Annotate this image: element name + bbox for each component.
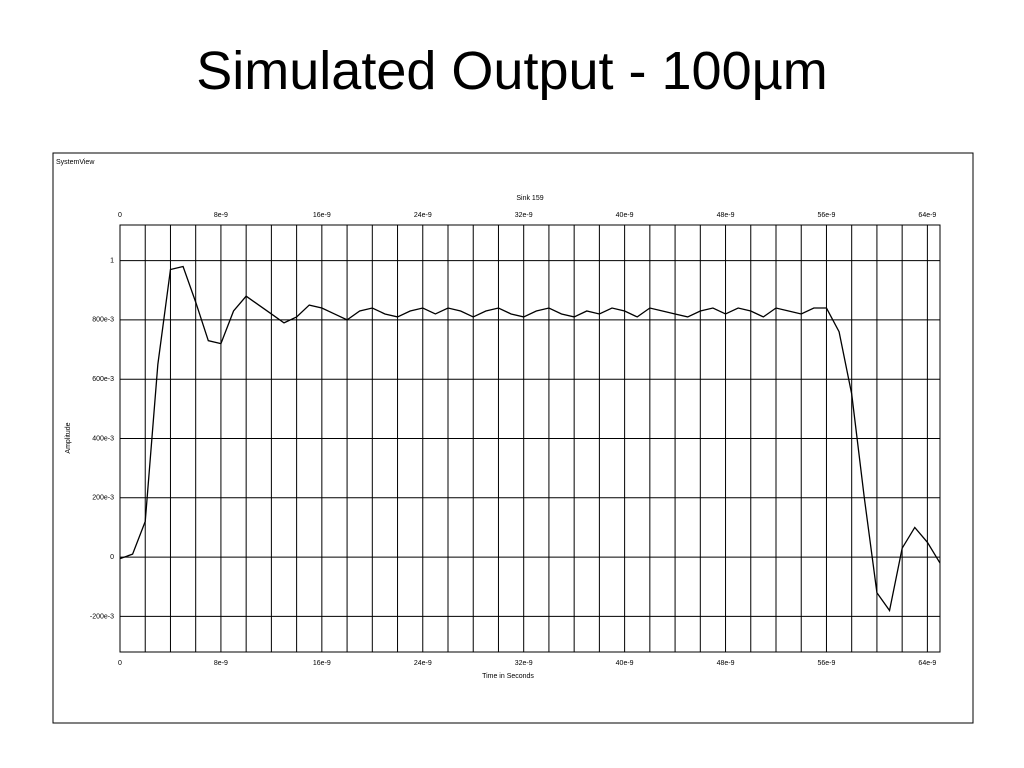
y-tick-label: 1 [110,257,114,264]
x-tick-label: 56e-9 [818,660,836,667]
x-tick-label: 32e-9 [515,660,533,667]
x-tick-label: 24e-9 [414,660,432,667]
x-tick-label: 8e-9 [214,660,228,667]
window-label: SystemView [56,159,95,166]
x-tick-label: 0 [118,660,122,667]
x-axis-label: Time in Seconds [482,673,534,680]
y-tick-label: 200e-3 [92,495,114,502]
x-tick-label: 8e-9 [214,212,228,219]
chart-title: Sink 159 [516,195,543,202]
y-tick-label: 600e-3 [92,376,114,383]
y-tick-label: 400e-3 [92,435,114,442]
x-tick-label: 64e-9 [918,660,936,667]
y-tick-label: 800e-3 [92,317,114,324]
x-tick-label: 32e-9 [515,212,533,219]
x-tick-label: 56e-9 [818,212,836,219]
x-tick-label: 16e-9 [313,660,331,667]
x-tick-label: 40e-9 [616,212,634,219]
x-tick-label: 48e-9 [717,212,735,219]
x-tick-label: 64e-9 [918,212,936,219]
x-tick-label: 48e-9 [717,660,735,667]
x-tick-label: 0 [118,212,122,219]
x-tick-label: 40e-9 [616,660,634,667]
y-tick-label: -200e-3 [90,613,114,620]
x-tick-label: 16e-9 [313,212,331,219]
y-tick-label: 0 [110,554,114,561]
y-axis-label: Amplitude [65,422,72,453]
slide-title: Simulated Output - 100µm [196,41,828,101]
chart-frame [52,152,974,724]
data-line [119,265,941,613]
x-tick-label: 24e-9 [414,212,432,219]
